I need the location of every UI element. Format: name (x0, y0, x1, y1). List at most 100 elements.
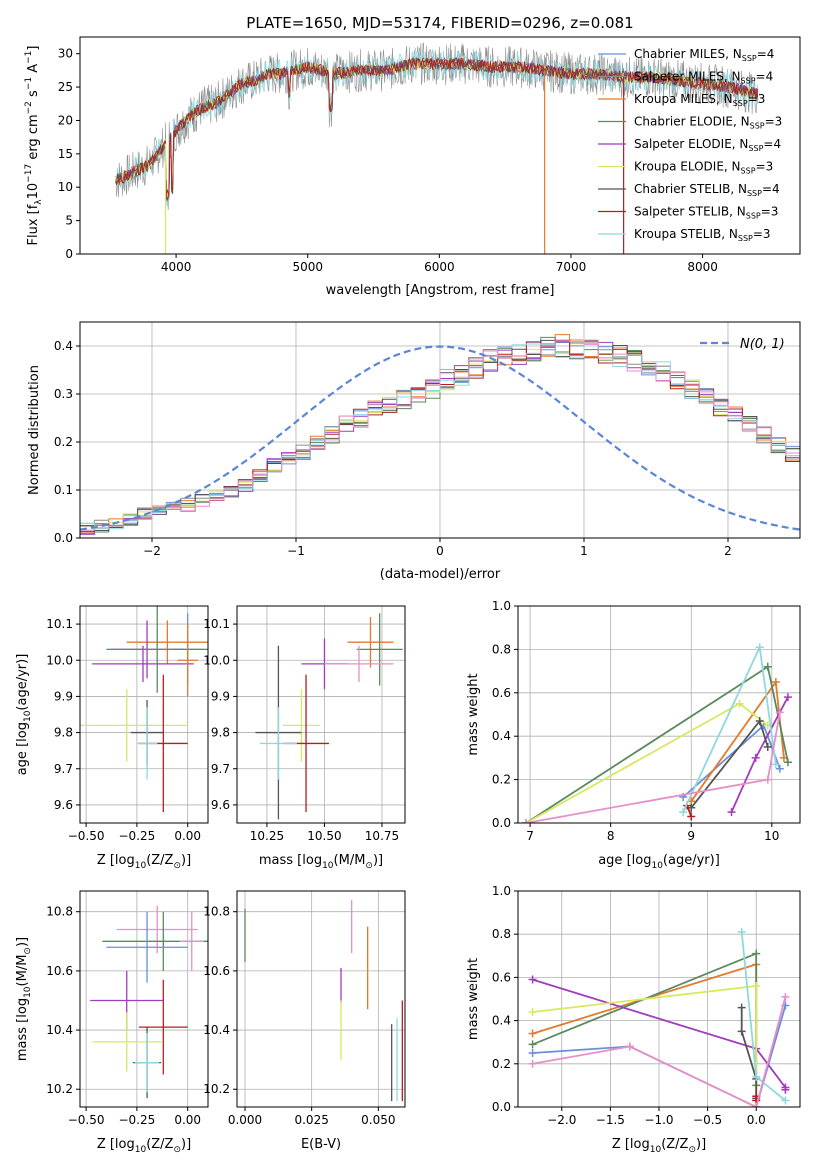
weight-series (528, 992, 790, 1107)
x-tick-label: 0.0 (747, 1113, 766, 1127)
legend-entry: Salpeter ELODIE, NSSP=4 (634, 137, 781, 153)
weight_vs_age-axes: 7 8 9 10 0.0 0.2 0.4 0.6 0.8 1.0 (492, 599, 800, 843)
y-tick-label: 10.4 (46, 1023, 73, 1037)
errorbar-point (126, 620, 208, 664)
histogram-series (80, 342, 800, 530)
x-tick-label: −0.50 (68, 1113, 105, 1127)
weight-point-marker (751, 753, 760, 762)
x-tick-label: 5000 (292, 260, 323, 274)
weight-point-marker (528, 1007, 537, 1016)
legend-entry: Chabrier MILES, NSSP=4 (634, 47, 774, 63)
x-tick-label: 10.50 (307, 829, 341, 843)
weight-point-marker (763, 743, 772, 752)
weight-point-marker (781, 1085, 790, 1094)
weight_vs_Z-ylabel: mass weight (466, 958, 481, 1040)
y-tick-label: 20 (58, 113, 73, 127)
y-tick-label: 0.0 (492, 816, 511, 830)
errorbar-point (179, 911, 204, 971)
y-tick-label: 0.1 (54, 483, 73, 497)
y-tick-label: 10.2 (46, 1082, 73, 1096)
legend-entry: Kroupa MILES, NSSP=3 (634, 92, 765, 108)
y-tick-label: 0.6 (492, 970, 511, 984)
y-tick-label: 9.8 (54, 726, 73, 740)
weight-point-marker (783, 758, 792, 767)
x-tick-label: −0.50 (68, 829, 105, 843)
errorbar-point (106, 911, 188, 983)
y-tick-label: 0.2 (54, 435, 73, 449)
errorbar-point (116, 905, 198, 954)
x-tick-label: 10 (764, 829, 779, 843)
x-tick-label: −0.25 (118, 1113, 155, 1127)
weight-point-marker (737, 1027, 746, 1036)
age_vs_Z-frame (79, 605, 209, 824)
weight_vs_Z-series (528, 928, 790, 1107)
errorbar-point (177, 624, 198, 697)
x-tick-label: 10.75 (365, 829, 399, 843)
weight-point-marker (783, 693, 792, 702)
errorbar-point (134, 1033, 160, 1093)
y-tick-label: 0.0 (54, 531, 73, 545)
weight-series-line (532, 963, 758, 1107)
weight-point-marker (752, 949, 761, 958)
figure-title: PLATE=1650, MJD=53174, FIBERID=0296, z=0… (246, 14, 633, 32)
weight-point-marker (763, 775, 772, 784)
legend-entry: Salpeter MILES, NSSP=4 (634, 70, 773, 86)
y-tick-label: 9.9 (211, 689, 230, 703)
y-tick-label: 0.4 (492, 1014, 511, 1028)
x-tick-label: 8000 (687, 260, 718, 274)
normal-reference-curve (80, 345, 800, 531)
y-tick-label: 1.0 (492, 599, 511, 613)
weight-point-marker (755, 717, 764, 726)
errorbar-point (102, 911, 208, 971)
weight-point-marker (679, 808, 688, 817)
weight-series-line (532, 996, 787, 1107)
errorbar-point (106, 606, 208, 693)
x-tick-label: 6000 (424, 260, 455, 274)
weight_vs_Z-xlabel: Z [log10(Z/Z⊙)] (612, 1137, 706, 1155)
weight_vs_age-frame (517, 605, 801, 824)
y-tick-label: 0 (65, 247, 73, 261)
histogram-series (80, 340, 800, 531)
weight-series (727, 693, 792, 817)
weight-series (528, 960, 761, 1107)
y-tick-label: 9.8 (211, 726, 230, 740)
y-tick-label: 30 (58, 47, 73, 61)
weight-point-marker (775, 708, 784, 717)
y-tick-label: 0.8 (492, 642, 511, 656)
weight-point-marker (752, 1103, 761, 1107)
x-tick-label: 1 (580, 544, 588, 558)
weight-point-marker (522, 819, 531, 823)
y-tick-label: 10.2 (203, 1082, 230, 1096)
y-tick-label: 0.3 (54, 387, 73, 401)
y-tick-label: 15 (58, 147, 73, 161)
y-tick-label: 0.6 (492, 686, 511, 700)
errorbar-point (92, 645, 194, 682)
mass_vs_Z-frame (79, 890, 209, 1108)
y-tick-label: 10.1 (46, 617, 73, 631)
y-tick-label: 10.8 (203, 905, 230, 919)
weight-point-marker (735, 699, 744, 708)
weight-point-marker (763, 662, 772, 671)
weight-point-marker (737, 1003, 746, 1012)
age_vs_Z-xlabel: Z [log10(Z/Z⊙)] (97, 853, 191, 871)
weight-series-line (532, 984, 758, 1107)
x-tick-label: 0.00 (174, 1113, 201, 1127)
age_vs_Z-points (80, 606, 208, 813)
mass_vs_Z-points (90, 905, 208, 1099)
spectrum-xlabel: wavelength [Angstrom, rest frame] (326, 283, 555, 298)
mass_vs_EBV-xlabel: E(B-V) (301, 1137, 341, 1152)
y-tick-label: 10.1 (203, 617, 230, 631)
x-tick-label: −0.25 (118, 829, 155, 843)
mass_vs_EBV-frame (236, 890, 406, 1108)
weight_vs_age-xlabel: age [log10(age/yr)] (598, 853, 720, 871)
x-tick-label: −1.0 (644, 1113, 673, 1127)
y-tick-label: 0.4 (492, 729, 511, 743)
errorbar-point (80, 689, 188, 762)
errorbar-point (92, 1012, 162, 1072)
weight-point-marker (755, 643, 764, 652)
residuals-frame (79, 321, 801, 539)
age_vs_Z-ylabel: age [log10(age/yr)] (15, 654, 33, 776)
y-tick-label: 9.7 (211, 762, 230, 776)
x-tick-label: 2 (724, 544, 732, 558)
residuals-ylabel: Normed distribution (27, 365, 42, 495)
